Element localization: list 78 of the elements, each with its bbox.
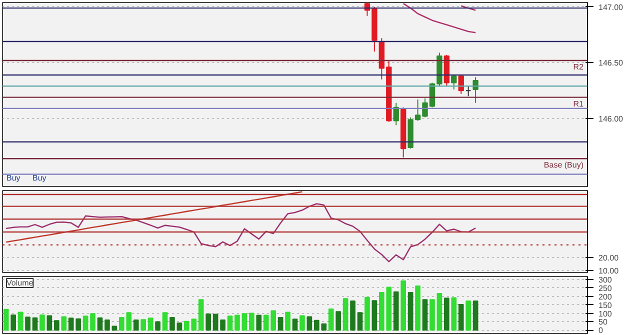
bar [400, 280, 406, 331]
ref-line-label: R2 [573, 62, 584, 72]
bar [25, 316, 30, 331]
bar [451, 297, 457, 331]
candlestick [451, 74, 457, 90]
y-tick-label: 150 [598, 300, 612, 310]
y-tick-label: 50 [598, 318, 608, 327]
y-tick-label: 147.00 [598, 2, 624, 12]
y-tick-label: 146.00 [598, 114, 624, 124]
bar [212, 314, 218, 331]
bar [133, 320, 139, 331]
y-tick-label: 250 [598, 284, 612, 293]
ref-line-label: R1 [573, 99, 584, 108]
bar [249, 312, 254, 331]
bar [328, 308, 334, 331]
bar [300, 315, 305, 331]
bar [393, 291, 399, 331]
bar [198, 299, 204, 331]
bar [256, 314, 262, 331]
bar [285, 312, 290, 331]
bar [292, 318, 298, 331]
bar [97, 317, 103, 331]
bar [430, 299, 435, 331]
bar [415, 285, 420, 331]
bar [170, 316, 175, 331]
bar [350, 300, 356, 331]
annotation: Buy [32, 174, 46, 182]
bar [82, 316, 88, 331]
y-tick-label: 0 [598, 326, 604, 335]
bar [408, 292, 414, 331]
bar [10, 314, 16, 331]
bar [342, 298, 348, 331]
y-tick-label: 146.50 [598, 58, 624, 68]
ref-line-label: Base (Buy) [544, 160, 584, 170]
bar [90, 313, 96, 331]
bar [46, 315, 52, 331]
y-tick-label: 20.00 [598, 254, 620, 263]
candlestick [458, 76, 464, 94]
bar [18, 312, 24, 331]
bar [148, 318, 154, 331]
y-tick-label: 300 [598, 276, 612, 285]
annotation: Buy [6, 174, 20, 182]
bar [162, 312, 168, 331]
candlestick [472, 76, 478, 104]
bar [466, 300, 471, 331]
bar [61, 316, 67, 331]
bar [112, 326, 118, 331]
bar [436, 293, 442, 331]
bar [372, 300, 378, 331]
bar [357, 312, 363, 331]
y-tick-label: 100 [598, 309, 612, 318]
bar [278, 316, 284, 331]
bar [155, 321, 160, 331]
bar [306, 316, 312, 331]
bar [54, 320, 60, 331]
line-series [402, 2, 476, 34]
bar [364, 296, 370, 331]
bar [206, 313, 211, 331]
y-tick-label: 10.00 [598, 266, 620, 276]
bar [444, 298, 450, 331]
bar [472, 300, 478, 331]
candlestick [465, 86, 472, 97]
bar [40, 314, 45, 331]
bar [422, 299, 428, 331]
bar [242, 313, 248, 331]
bar [3, 308, 9, 331]
bar [104, 320, 110, 331]
bar [176, 322, 182, 331]
y-tick-label: 200 [598, 292, 612, 302]
line-series [5, 191, 303, 243]
bar [336, 311, 341, 331]
bar [220, 320, 226, 331]
bar [458, 304, 464, 331]
bar [234, 314, 240, 331]
bar [32, 317, 38, 331]
bar [227, 316, 233, 331]
line-series [5, 203, 476, 262]
bar [140, 319, 146, 331]
